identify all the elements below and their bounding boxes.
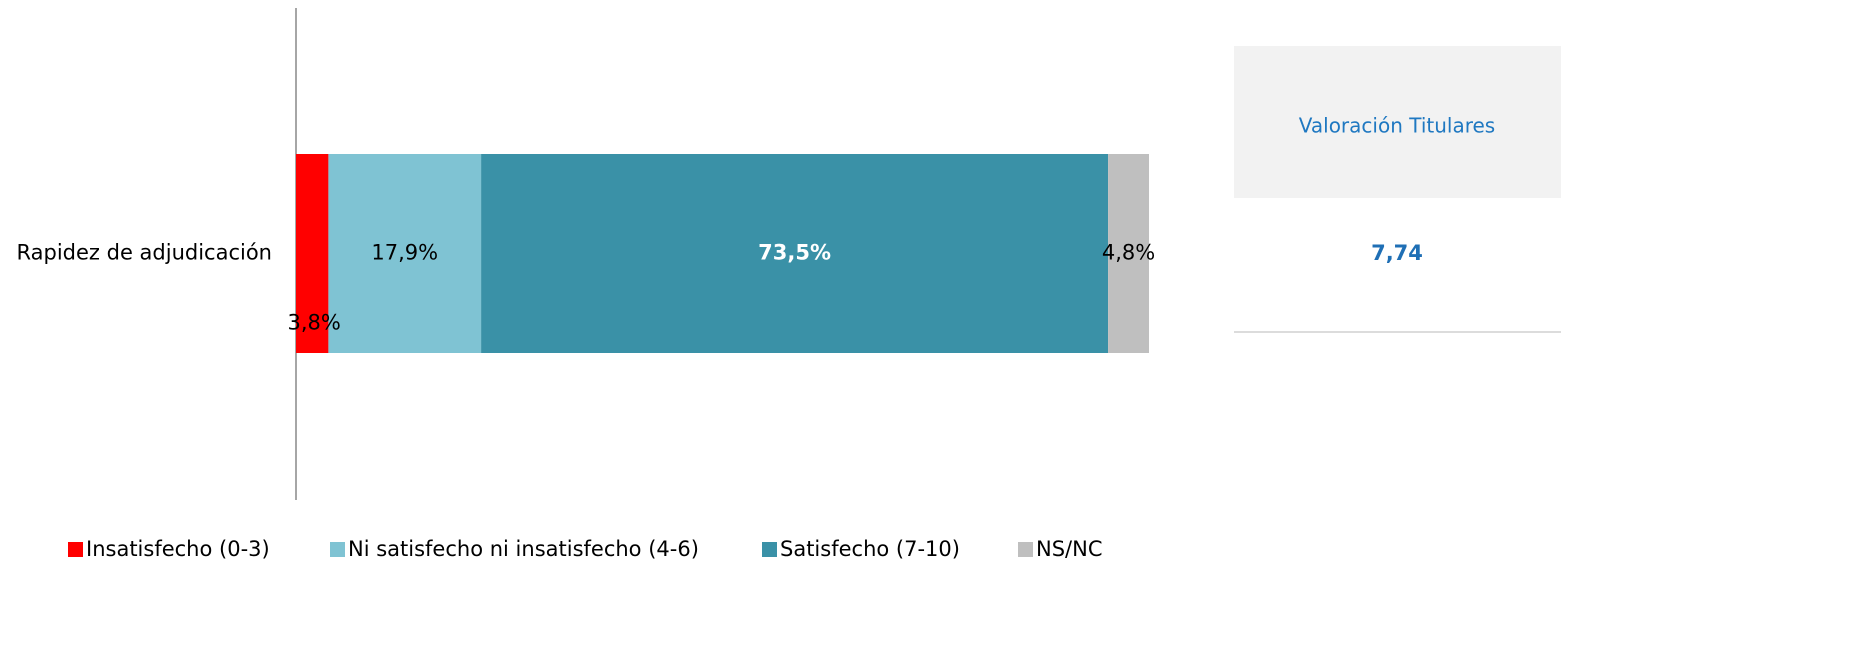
bar-segment (481, 154, 1109, 353)
legend-swatch (68, 542, 83, 557)
bar-segment (328, 154, 482, 353)
data-label: 4,8% (1102, 241, 1155, 265)
legend-label: Insatisfecho (0-3) (86, 537, 270, 561)
legend-label: NS/NC (1036, 537, 1103, 561)
category-label: Rapidez de adjudicación (17, 241, 273, 265)
bar-segment (296, 154, 329, 353)
table-value: 7,74 (1371, 241, 1423, 265)
legend-swatch (330, 542, 345, 557)
legend-label: Satisfecho (7-10) (780, 537, 960, 561)
data-label: 17,9% (371, 241, 438, 265)
table-header-bg (1234, 46, 1561, 198)
data-label: 3,8% (288, 311, 341, 335)
legend-label: Ni satisfecho ni insatisfecho (4-6) (348, 537, 699, 561)
bar-segment (1108, 154, 1149, 353)
legend-swatch (762, 542, 777, 557)
data-label: 73,5% (758, 241, 831, 265)
table-header: Valoración Titulares (1299, 114, 1495, 138)
legend-swatch (1018, 542, 1033, 557)
